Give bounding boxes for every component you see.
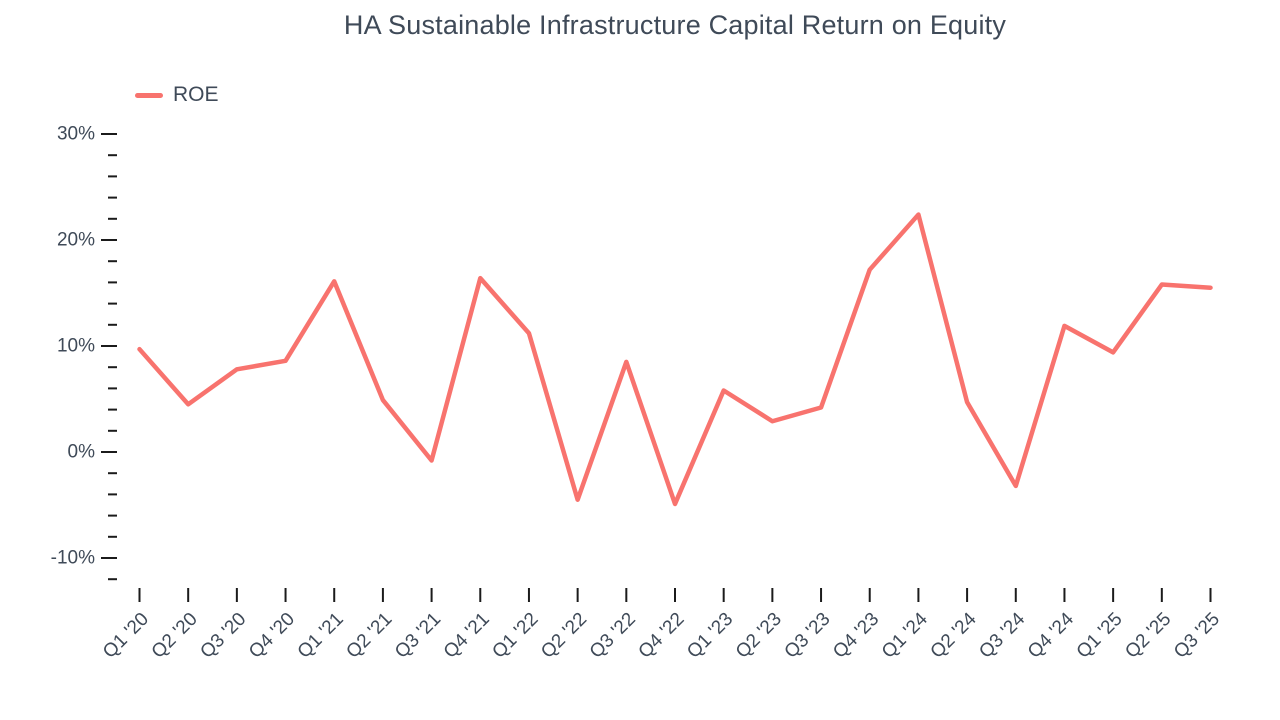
x-axis-tick-label: Q4 '20: [245, 609, 299, 663]
y-axis-tick-label: 30%: [57, 124, 95, 145]
x-axis-tick-label: Q3 '25: [1170, 609, 1224, 663]
x-axis-tick-label: Q1 '23: [683, 609, 737, 663]
x-axis-tick-label: Q2 '24: [927, 608, 981, 662]
legend-item-roe[interactable]: ROE: [135, 83, 219, 107]
x-axis-tick-label: Q1 '21: [294, 609, 348, 663]
legend-swatch-icon: [135, 92, 163, 98]
x-axis-tick-label: Q3 '23: [781, 609, 835, 663]
x-axis-tick-label: Q2 '20: [148, 609, 202, 663]
y-axis-tick-label: 20%: [57, 230, 95, 251]
x-axis-tick-label: Q1 '22: [488, 609, 542, 663]
x-axis-tick-label: Q1 '25: [1073, 609, 1127, 663]
chart-title: HA Sustainable Infrastructure Capital Re…: [343, 10, 1007, 40]
x-axis-tick-label: Q4 '22: [635, 609, 689, 663]
x-axis-tick-label: Q3 '20: [196, 609, 250, 663]
y-axis-tick-label: -10%: [51, 548, 95, 569]
x-axis-tick-label: Q2 '21: [342, 609, 396, 663]
y-axis-tick-label: 0%: [68, 442, 96, 463]
x-axis-tick-label: Q2 '25: [1121, 609, 1175, 663]
x-axis-tick-label: Q2 '23: [732, 609, 786, 663]
x-axis-tick-label: Q3 '24: [975, 608, 1029, 662]
x-axis-tick-label: Q2 '22: [537, 609, 591, 663]
x-axis-tick-label: Q4 '21: [440, 609, 494, 663]
series-line-roe: [137, 212, 1213, 507]
x-axis-tick-label: Q3 '21: [391, 609, 445, 663]
x-axis-tick-label: Q1 '20: [99, 609, 153, 663]
x-axis-tick-label: Q3 '22: [586, 609, 640, 663]
legend-item-label: ROE: [173, 83, 219, 106]
x-axis-tick-label: Q4 '24: [1024, 608, 1078, 662]
x-axis-tick-label: Q4 '23: [829, 609, 883, 663]
x-axis-tick-label: Q1 '24: [878, 608, 932, 662]
y-axis-tick-label: 10%: [57, 336, 95, 357]
legend: ROE: [135, 83, 219, 107]
